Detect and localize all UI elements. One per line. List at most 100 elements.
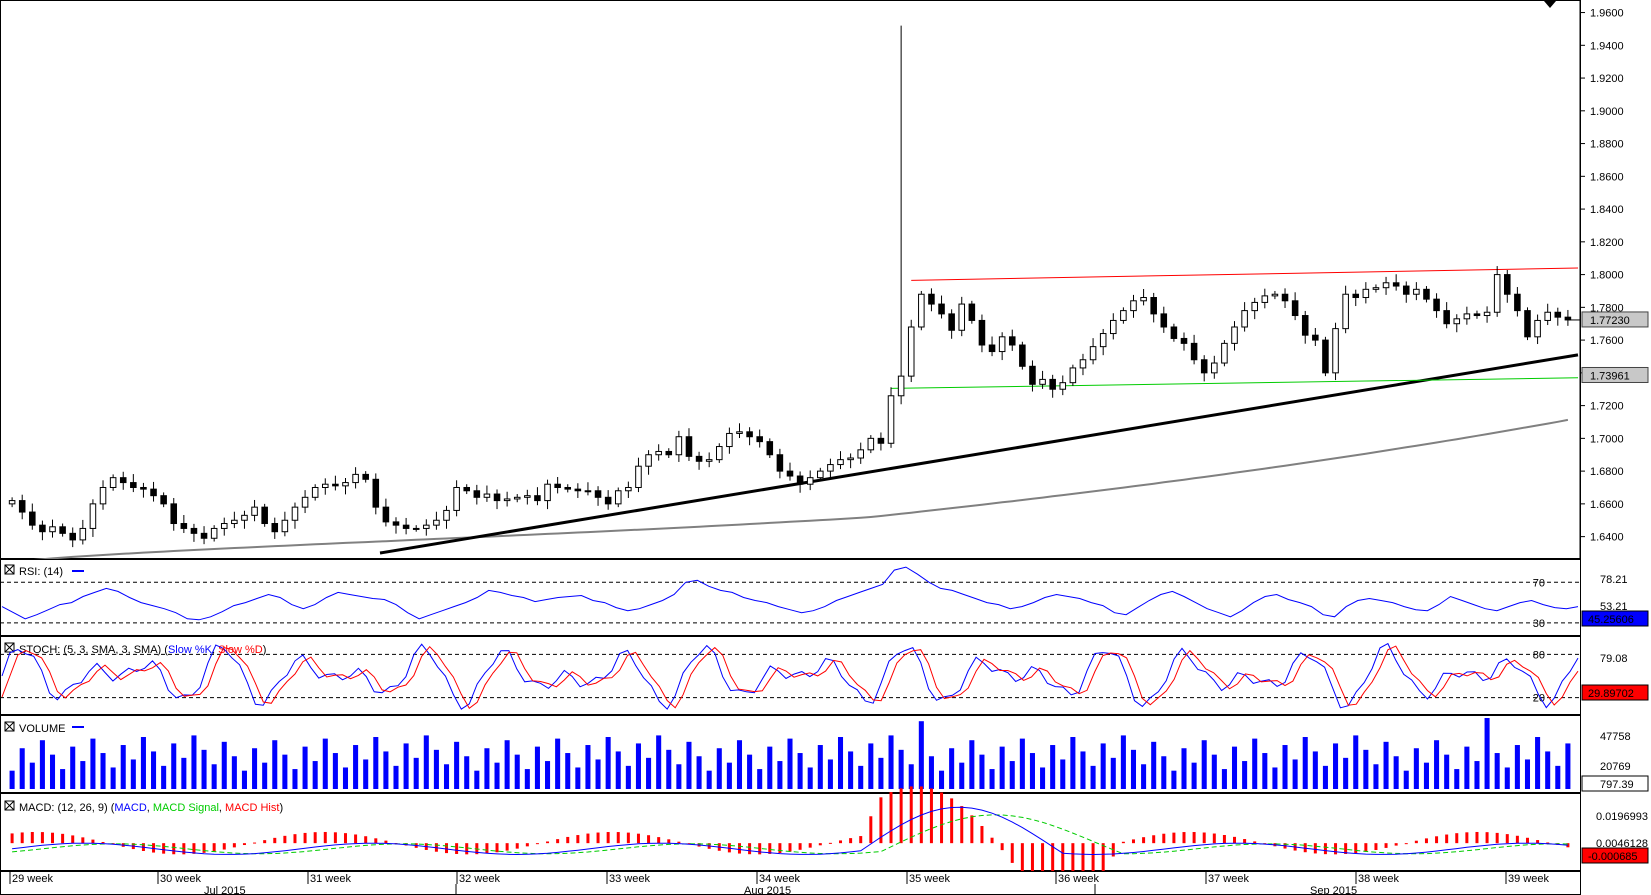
macd-hist-bar [1071, 843, 1075, 895]
volume-bar [272, 740, 278, 789]
macd-signal-line [12, 814, 1568, 855]
volume-bar [231, 756, 237, 789]
volume-bar [777, 761, 783, 789]
candle-body [1524, 310, 1531, 338]
macd-hist-bar [525, 843, 529, 847]
price-tick-label: 1.8400 [1590, 204, 1624, 216]
volume-bar [928, 756, 934, 789]
volume-bar [282, 754, 288, 789]
macd-hist-bar [515, 843, 519, 849]
macd-hist-bar [61, 833, 65, 844]
volume-bar [454, 741, 460, 789]
candle-body [1059, 382, 1067, 390]
volume-bar [120, 745, 126, 789]
candle-body [1453, 318, 1461, 325]
volume-bar [979, 754, 985, 789]
volume-bar [241, 770, 247, 789]
macd-hist-bar [1414, 840, 1418, 844]
candle-body [746, 431, 753, 438]
volume-bar [706, 770, 712, 789]
volume-bar [504, 740, 510, 789]
price-tick-label: 1.9400 [1590, 40, 1624, 52]
candle-body [655, 450, 662, 456]
volume-bar [413, 757, 419, 789]
macd-hist-bar [1364, 843, 1368, 852]
volume-bar [171, 743, 177, 789]
candle-body [756, 436, 763, 443]
volume-bar [1343, 757, 1349, 789]
macd-hist-bar [10, 833, 14, 844]
candle-body [291, 506, 299, 521]
macd-hist-bar [950, 798, 954, 844]
volume-bar [1282, 745, 1288, 789]
volume-bar [1090, 765, 1096, 789]
macd-hist-bar [929, 788, 933, 844]
volume-bar [322, 738, 328, 789]
volume-bar [1221, 769, 1227, 789]
candle-body [1200, 359, 1208, 374]
rsi-value-box [1581, 610, 1649, 627]
price-tick-label: 1.9600 [1590, 8, 1624, 20]
candle-body [18, 500, 26, 513]
candle-body [1473, 313, 1481, 317]
macd-hist-bar [1182, 832, 1186, 844]
volume-bar [605, 737, 611, 789]
rsi-top-label: 78.21 [1600, 574, 1628, 586]
candle-body [635, 465, 642, 488]
volume-mid-label: 20769 [1600, 761, 1631, 773]
week-label: 38 week [1358, 873, 1399, 885]
volume-value-label: 797.39 [1600, 779, 1634, 791]
candle-body [806, 477, 814, 485]
macd-hist-bar [960, 806, 964, 844]
macd-hist-bar [1010, 843, 1014, 863]
candle-body [311, 486, 319, 498]
volume-bar [433, 749, 439, 789]
volume-bar [1565, 743, 1571, 789]
candle-body [544, 483, 551, 502]
volume-bar [393, 765, 399, 789]
candle-body [1261, 295, 1269, 303]
macd-hist-bar [1475, 831, 1479, 844]
last-price-box [1581, 311, 1649, 328]
macd-hist-bar [1172, 832, 1176, 844]
volume-bar [787, 738, 793, 789]
macd-hist-bar [1505, 834, 1509, 844]
price-tick-label: 1.6400 [1590, 532, 1624, 544]
last-price-label: 1.77230 [1590, 315, 1630, 327]
volume-panel: VOLUME 47758 20769 797.39 [0, 715, 1649, 793]
macd-hist-bar [51, 832, 55, 844]
candle-body [1221, 342, 1228, 364]
volume-bar [797, 753, 803, 789]
candle-body [231, 519, 238, 525]
macd-hist-bar [576, 835, 580, 844]
candle-body [968, 303, 976, 321]
volume-bar [767, 746, 773, 789]
candle-body [776, 454, 784, 472]
macd-hist-bar [798, 843, 802, 850]
candle-body [1281, 293, 1289, 302]
macd-hist-bar [465, 843, 469, 855]
volume-bar [1080, 751, 1086, 789]
macd-hist-bar [273, 837, 277, 844]
candle-body [1069, 367, 1077, 384]
volume-bar [1231, 746, 1238, 789]
macd-hist-bar [677, 841, 681, 844]
scroll-marker-icon[interactable] [1544, 1, 1556, 8]
macd-hist-bar [1020, 843, 1024, 876]
candle-body [200, 532, 208, 539]
macd-hist-bar [657, 837, 661, 844]
macd-hist-bar [91, 839, 95, 844]
volume-bar [585, 745, 591, 789]
macd-hist-bar [172, 843, 176, 855]
macd-mid-label: 0.0046128 [1596, 838, 1648, 850]
volume-bar [443, 764, 450, 789]
macd-hist-bar [232, 843, 236, 848]
volume-top-label: 47758 [1600, 731, 1631, 743]
week-label: 31 week [310, 873, 351, 885]
volume-bar [1050, 745, 1056, 789]
volume-bar [625, 765, 631, 789]
volume-bar [1141, 764, 1147, 789]
rsi-mid-label: 53.21 [1600, 601, 1628, 613]
stoch-k-legend: Slow %K [168, 644, 213, 656]
macd-hist-bar [879, 797, 883, 844]
